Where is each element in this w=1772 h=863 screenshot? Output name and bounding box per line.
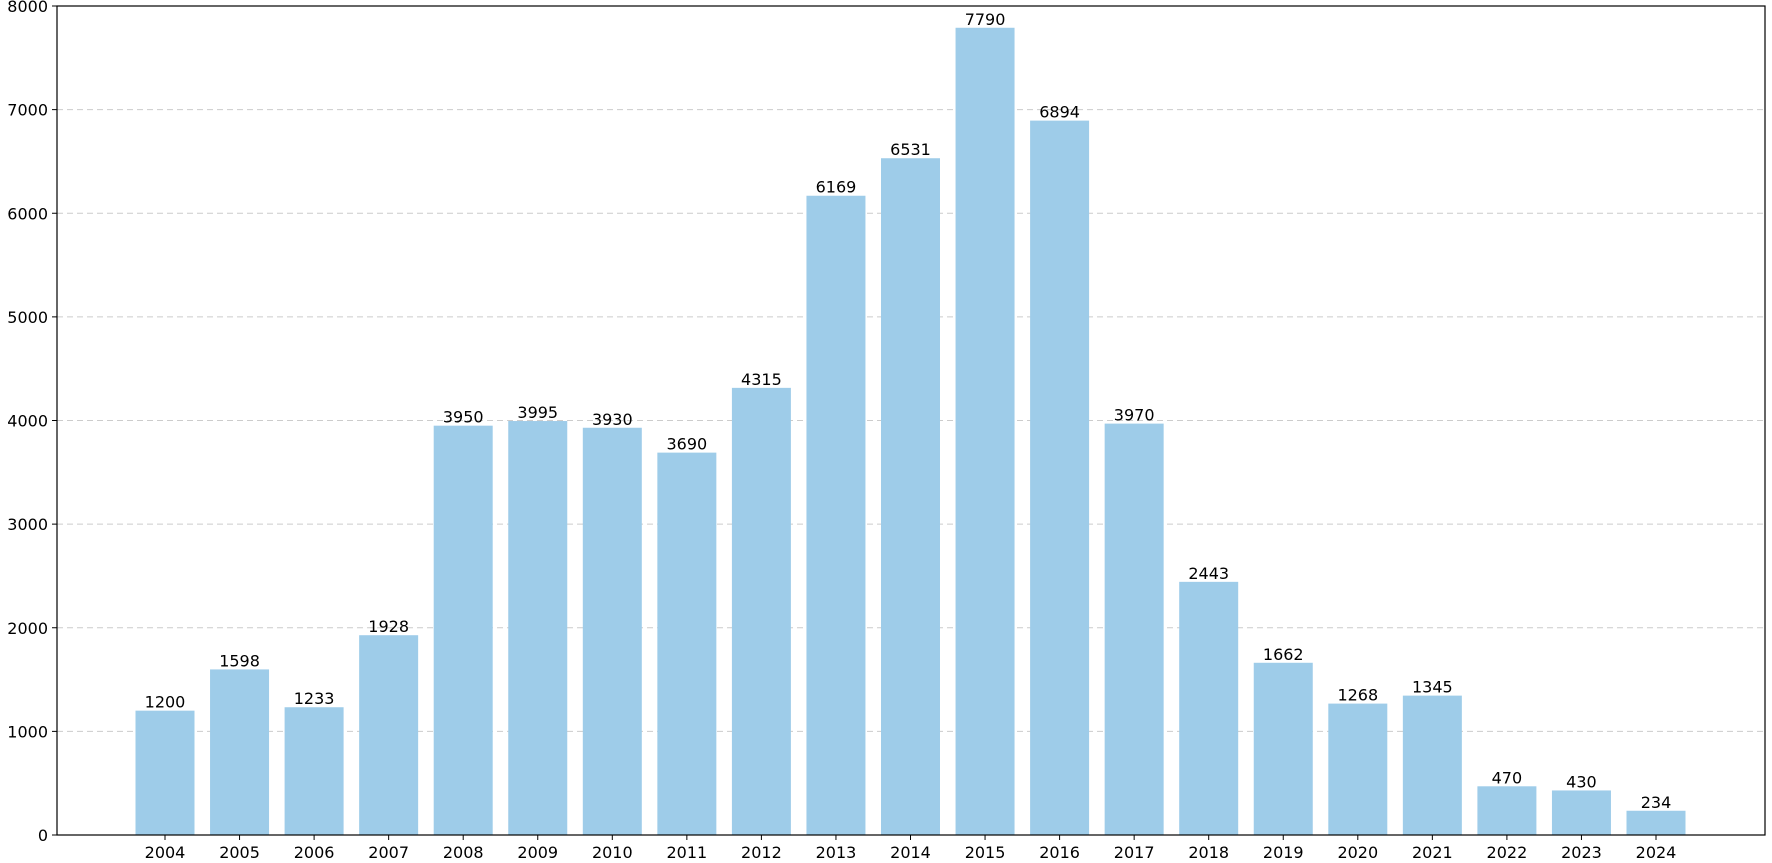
data-label-2009: 3995 [517, 403, 558, 422]
data-label-2007: 1928 [368, 617, 409, 636]
y-tick-label-7000: 7000 [7, 101, 48, 120]
y-tick-label-1000: 1000 [7, 722, 48, 741]
data-label-2024: 234 [1641, 793, 1672, 812]
bar-2015 [955, 27, 1015, 836]
x-tick-label-2024: 2024 [1636, 843, 1677, 862]
x-tick-label-2015: 2015 [965, 843, 1006, 862]
data-label-2019: 1662 [1263, 645, 1304, 664]
bar-2022 [1477, 786, 1537, 835]
x-tick-label-2010: 2010 [592, 843, 633, 862]
x-tick-label-2023: 2023 [1561, 843, 1602, 862]
bar-2009 [508, 421, 568, 835]
bar-2007 [359, 635, 419, 835]
data-label-2022: 470 [1492, 768, 1523, 787]
x-tick-label-2014: 2014 [890, 843, 931, 862]
bar-2021 [1402, 695, 1462, 835]
x-tick-label-2011: 2011 [666, 843, 707, 862]
y-tick-label-6000: 6000 [7, 204, 48, 223]
data-label-2010: 3930 [592, 410, 633, 429]
data-label-2015: 7790 [965, 10, 1006, 29]
bar-2020 [1328, 703, 1388, 835]
data-label-2004: 1200 [145, 693, 186, 712]
data-label-2017: 3970 [1114, 406, 1155, 425]
bar-2005 [210, 669, 270, 835]
bar-2019 [1253, 662, 1313, 835]
data-label-2005: 1598 [219, 651, 260, 670]
x-tick-label-2019: 2019 [1263, 843, 1304, 862]
y-tick-label-5000: 5000 [7, 308, 48, 327]
y-tick-label-8000: 8000 [7, 0, 48, 16]
bar-2008 [433, 425, 493, 835]
y-axis-ticks: 0 1000 2000 3000 4000 5000 6000 7000 8000 [7, 0, 57, 845]
y-tick-label-2000: 2000 [7, 619, 48, 638]
x-tick-label-2005: 2005 [219, 843, 260, 862]
plot-frame [56, 5, 1766, 836]
x-tick-label-2006: 2006 [294, 843, 335, 862]
bar-2013 [806, 195, 866, 836]
x-tick-label-2004: 2004 [145, 843, 186, 862]
bar-2024 [1626, 810, 1686, 835]
x-tick-label-2022: 2022 [1487, 843, 1528, 862]
bar-2016 [1030, 120, 1090, 835]
x-tick-label-2013: 2013 [816, 843, 857, 862]
data-label-2016: 6894 [1039, 103, 1080, 122]
bar-2017 [1104, 423, 1164, 835]
data-label-2021: 1345 [1412, 678, 1453, 697]
x-tick-label-2012: 2012 [741, 843, 782, 862]
x-tick-label-2007: 2007 [368, 843, 409, 862]
x-tick-label-2018: 2018 [1188, 843, 1229, 862]
bar-2011 [657, 452, 717, 835]
bar-2010 [582, 427, 642, 835]
bar-2006 [284, 707, 344, 835]
data-label-2014: 6531 [890, 140, 931, 159]
data-label-2012: 4315 [741, 370, 782, 389]
data-label-2011: 3690 [666, 435, 707, 454]
bar-2012 [731, 387, 791, 835]
x-axis-ticks: 2004 2005 2006 2007 2008 2009 2010 2011 2012 2013… [145, 835, 1677, 862]
bar-2004 [135, 710, 195, 835]
bar-2023 [1551, 790, 1611, 835]
data-label-2018: 2443 [1188, 564, 1229, 583]
y-tick-label-3000: 3000 [7, 515, 48, 534]
data-label-2006: 1233 [294, 689, 335, 708]
data-labels: 1200 1598 1233 1928 3950 3995 3930 3690 4315 6169… [145, 10, 1672, 812]
y-tick-label-0: 0 [38, 826, 48, 845]
x-tick-label-2008: 2008 [443, 843, 484, 862]
x-tick-label-2017: 2017 [1114, 843, 1155, 862]
bar-2014 [881, 158, 940, 836]
data-label-2008: 3950 [443, 408, 484, 427]
x-tick-label-2020: 2020 [1337, 843, 1378, 862]
data-label-2020: 1268 [1337, 686, 1378, 705]
x-tick-label-2009: 2009 [517, 843, 558, 862]
bar-2018 [1179, 581, 1239, 835]
bars [135, 27, 1686, 836]
x-tick-label-2016: 2016 [1039, 843, 1080, 862]
x-tick-label-2021: 2021 [1412, 843, 1453, 862]
y-tick-label-4000: 4000 [7, 412, 48, 431]
data-label-2023: 430 [1566, 772, 1597, 791]
data-label-2013: 6169 [816, 178, 857, 197]
